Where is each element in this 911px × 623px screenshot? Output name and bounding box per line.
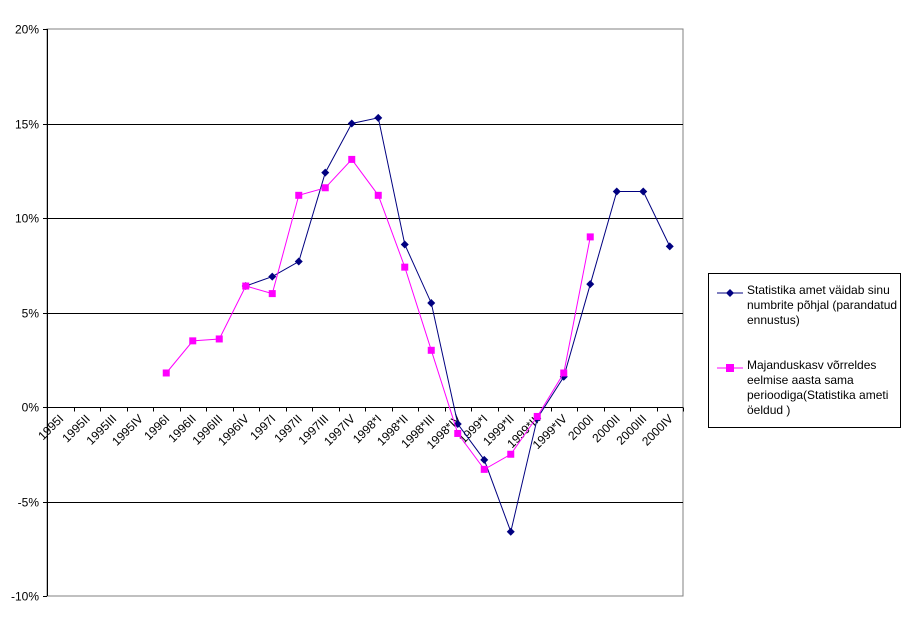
- y-tick-label: 15%: [15, 118, 39, 132]
- data-point-diamond: [665, 242, 674, 251]
- gridlines: [43, 29, 683, 597]
- data-point-square: [348, 155, 356, 163]
- y-tick-label: 20%: [15, 23, 39, 37]
- plot-area-frame: [46, 28, 684, 597]
- data-point-square: [242, 282, 250, 290]
- data-point-diamond: [480, 455, 489, 464]
- data-point-diamond: [294, 257, 303, 266]
- data-point-diamond: [400, 240, 409, 249]
- legend-label-series-1: Statistika amet väidab sinu numbrite põh…: [747, 283, 898, 327]
- data-point-diamond: [321, 168, 330, 177]
- data-point-diamond: [586, 280, 595, 289]
- data-point-square: [215, 335, 223, 343]
- data-point-diamond: [347, 119, 356, 128]
- data-point-diamond: [506, 527, 515, 536]
- plot-area: [46, 28, 684, 597]
- y-tick-label: -10%: [11, 590, 39, 604]
- data-point-square: [162, 369, 170, 377]
- data-point-square: [401, 263, 409, 271]
- y-tick-label: 0%: [22, 401, 40, 415]
- data-point-square: [374, 191, 382, 199]
- data-point-diamond: [374, 113, 383, 122]
- data-point-square: [189, 337, 197, 345]
- data-point-diamond: [427, 299, 436, 308]
- y-axis-tick-labels: -10% -5% 0% 5% 10% 15% 20%: [11, 23, 39, 604]
- data-point-square: [427, 346, 435, 354]
- data-point-square: [533, 412, 541, 420]
- y-tick-label: 5%: [22, 307, 40, 321]
- data-point-square: [295, 191, 303, 199]
- data-point-square: [507, 450, 515, 458]
- data-point-square: [454, 429, 462, 437]
- data-point-diamond: [612, 187, 621, 196]
- data-point-square: [560, 369, 568, 377]
- legend-line-square-icon: [717, 364, 743, 372]
- series-lines: [162, 113, 674, 536]
- legend-line-diamond-icon: [717, 289, 743, 297]
- data-point-square: [268, 290, 276, 298]
- data-point-square: [586, 233, 594, 241]
- data-point-diamond: [268, 272, 277, 281]
- y-tick-label: -5%: [18, 496, 40, 510]
- data-point-square: [480, 465, 488, 473]
- legend-label-series-2: Majanduskasv võrreldes eelmise aasta sam…: [747, 358, 889, 417]
- y-tick-label: 10%: [15, 212, 39, 226]
- legend: Statistika amet väidab sinu numbrite põh…: [708, 273, 901, 428]
- axes: [47, 29, 684, 596]
- data-point-diamond: [639, 187, 648, 196]
- data-point-square: [321, 184, 329, 192]
